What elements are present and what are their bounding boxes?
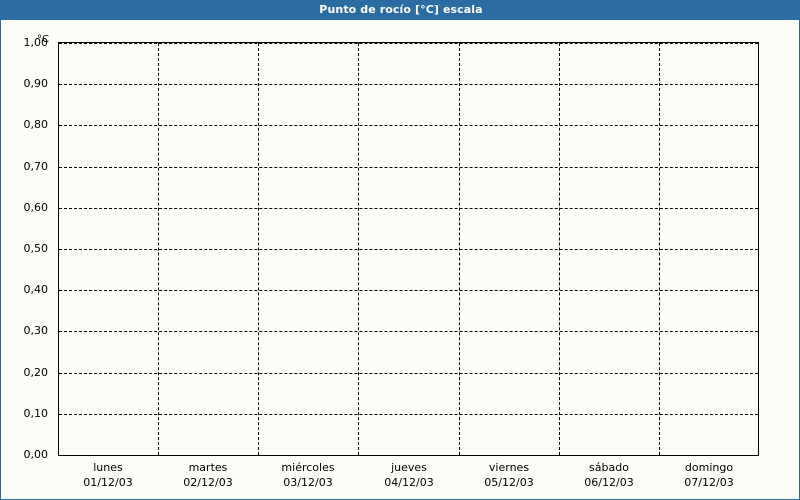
x-axis-tick-day: martes — [188, 461, 228, 474]
x-axis-tick-day: domingo — [684, 461, 734, 474]
x-axis-tick-date: 06/12/03 — [584, 476, 634, 489]
gridline-horizontal — [59, 414, 758, 415]
x-axis-tick-day: lunes — [93, 461, 123, 474]
x-axis-tick-label: domingo 07/12/03 — [639, 460, 779, 490]
plot-grid — [59, 43, 758, 456]
gridline-horizontal — [59, 290, 758, 291]
gridline-vertical — [358, 43, 359, 455]
x-axis-tick-label: sábado 06/12/03 — [539, 460, 679, 490]
y-axis-unit-label: °C — [37, 34, 49, 45]
y-axis: °C 1,00 0,90 0,80 0,70 0,60 0,50 0,40 0,30 0,20 0… — [1, 20, 53, 498]
y-axis-tick-label: 0,70 — [23, 160, 49, 173]
y-axis-tick-label: 0,10 — [23, 407, 49, 420]
gridline-horizontal — [59, 373, 758, 374]
gridline-horizontal — [59, 455, 758, 456]
y-axis-tick-label: 0,20 — [23, 366, 49, 379]
gridline-vertical — [158, 43, 159, 455]
x-axis-tick-day: sábado — [589, 461, 629, 474]
x-axis-tick-label: martes 02/12/03 — [138, 460, 278, 490]
x-axis-tick-date: 03/12/03 — [283, 476, 333, 489]
y-axis-tick-label: 0,30 — [23, 324, 49, 337]
gridline-vertical — [258, 43, 259, 455]
plot-area — [58, 42, 759, 456]
gridline-vertical — [459, 43, 460, 455]
x-axis: lunes 01/12/03 martes 02/12/03 miércoles 03/1… — [1, 460, 799, 499]
gridline-horizontal — [59, 84, 758, 85]
gridline-horizontal — [59, 43, 758, 44]
y-axis-tick-label: 0,00 — [23, 448, 49, 461]
x-axis-tick-day: miércoles — [281, 461, 335, 474]
x-axis-tick-label: viernes 05/12/03 — [439, 460, 579, 490]
chart-canvas: °C 1,00 0,90 0,80 0,70 0,60 0,50 0,40 0,30 0,20 0… — [1, 20, 799, 498]
x-axis-tick-date: 07/12/03 — [684, 476, 734, 489]
x-axis-tick-date: 04/12/03 — [384, 476, 434, 489]
x-axis-tick-date: 05/12/03 — [484, 476, 534, 489]
page-title: Punto de rocío [°C] escala — [319, 3, 483, 16]
x-axis-tick-day: viernes — [488, 461, 530, 474]
y-axis-tick-label: 1,00 — [23, 36, 49, 49]
y-axis-tick-label: 0,60 — [23, 201, 49, 214]
x-axis-tick-date: 01/12/03 — [83, 476, 133, 489]
gridline-vertical — [659, 43, 660, 455]
y-axis-tick-label: 0,50 — [23, 242, 49, 255]
gridline-horizontal — [59, 125, 758, 126]
y-axis-tick-label: 0,80 — [23, 118, 49, 131]
x-axis-tick-label: lunes 01/12/03 — [38, 460, 178, 490]
x-axis-tick-day: jueves — [391, 461, 427, 474]
y-axis-tick-label: 0,90 — [23, 77, 49, 90]
gridline-horizontal — [59, 331, 758, 332]
gridline-vertical — [559, 43, 560, 455]
gridline-horizontal — [59, 208, 758, 209]
x-axis-tick-label: jueves 04/12/03 — [339, 460, 479, 490]
y-axis-tick-label: 0,40 — [23, 283, 49, 296]
gridline-horizontal — [59, 249, 758, 250]
x-axis-tick-date: 02/12/03 — [183, 476, 233, 489]
x-axis-tick-label: miércoles 03/12/03 — [238, 460, 378, 490]
gridline-horizontal — [59, 167, 758, 168]
window-title-bar: Punto de rocío [°C] escala — [1, 0, 799, 20]
